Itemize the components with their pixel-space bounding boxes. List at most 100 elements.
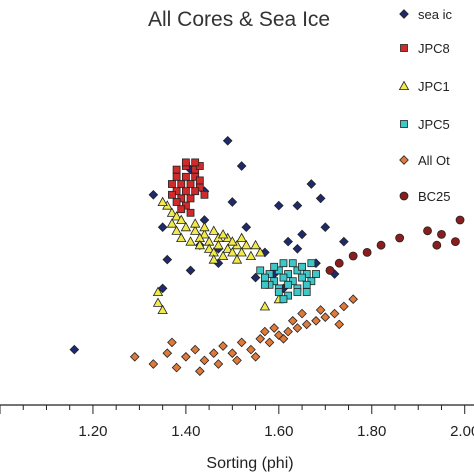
data-point bbox=[288, 259, 297, 268]
legend: sea ic JPC8 JPC1 JPC5 All Ot BC25 bbox=[398, 7, 452, 204]
data-point bbox=[250, 351, 261, 362]
data-point bbox=[199, 229, 210, 239]
data-point bbox=[279, 273, 288, 282]
data-point bbox=[432, 240, 442, 250]
data-point bbox=[129, 351, 140, 362]
data-point bbox=[279, 295, 288, 304]
legend-marker bbox=[399, 155, 409, 165]
data-point bbox=[246, 344, 256, 355]
data-point bbox=[339, 301, 349, 312]
data-point bbox=[195, 176, 204, 185]
legend-label: sea ic bbox=[418, 7, 452, 22]
data-point bbox=[162, 254, 173, 265]
data-point bbox=[297, 308, 307, 319]
x-tick-label: 1.60 bbox=[264, 423, 293, 440]
data-point bbox=[301, 319, 312, 330]
data-point bbox=[172, 165, 181, 174]
data-point bbox=[181, 158, 190, 167]
data-point bbox=[157, 196, 168, 207]
data-point bbox=[199, 355, 210, 366]
data-point bbox=[241, 222, 252, 233]
data-point bbox=[227, 247, 238, 257]
data-point bbox=[181, 187, 190, 196]
data-point bbox=[293, 288, 302, 296]
data-point bbox=[260, 326, 270, 337]
data-point bbox=[199, 221, 210, 232]
data-point bbox=[157, 222, 168, 233]
data-point bbox=[148, 189, 159, 200]
data-point bbox=[190, 344, 200, 355]
x-tick-label: 1.20 bbox=[78, 423, 107, 440]
chart-title: All Cores & Sea Ice bbox=[148, 8, 330, 31]
data-point bbox=[329, 308, 340, 319]
data-point bbox=[315, 193, 326, 204]
data-point bbox=[250, 239, 261, 250]
data-point bbox=[395, 233, 405, 243]
data-point bbox=[339, 236, 349, 247]
data-point bbox=[255, 247, 266, 257]
data-point bbox=[195, 366, 205, 377]
legend-marker bbox=[399, 191, 409, 201]
series-4 bbox=[129, 294, 358, 377]
data-point bbox=[274, 200, 284, 211]
data-point bbox=[186, 180, 195, 188]
data-point bbox=[260, 280, 269, 289]
data-point bbox=[191, 158, 200, 167]
data-point bbox=[227, 197, 238, 207]
data-point bbox=[176, 214, 187, 225]
data-point bbox=[166, 218, 178, 228]
data-point bbox=[292, 323, 303, 333]
legend-label: JPC8 bbox=[418, 41, 450, 56]
data-point bbox=[168, 180, 176, 188]
data-point bbox=[270, 262, 279, 271]
data-point bbox=[269, 323, 279, 333]
data-point bbox=[312, 270, 320, 278]
data-point bbox=[320, 222, 331, 233]
data-point bbox=[298, 262, 306, 271]
data-point bbox=[222, 243, 233, 253]
data-point bbox=[302, 280, 311, 289]
data-point bbox=[259, 301, 271, 311]
x-axis: 1.20 1.40 1.60 1.80 2.00 bbox=[0, 404, 474, 440]
legend-marker bbox=[400, 44, 408, 52]
x-tick-label: 1.80 bbox=[357, 423, 386, 440]
data-point bbox=[279, 259, 288, 268]
data-point bbox=[176, 232, 187, 243]
data-point bbox=[217, 250, 229, 261]
data-point bbox=[292, 200, 303, 211]
data-point bbox=[236, 232, 247, 243]
data-point bbox=[177, 180, 186, 188]
data-point bbox=[231, 254, 243, 264]
data-point bbox=[311, 315, 321, 326]
data-point bbox=[189, 218, 201, 228]
data-point bbox=[177, 205, 186, 214]
data-point bbox=[287, 315, 298, 326]
data-point bbox=[171, 362, 182, 373]
data-point bbox=[157, 283, 168, 294]
data-point bbox=[278, 333, 289, 344]
data-point bbox=[171, 211, 182, 221]
data-point bbox=[191, 187, 200, 196]
data-point bbox=[167, 337, 177, 348]
data-point bbox=[185, 236, 196, 246]
data-point bbox=[227, 236, 238, 246]
data-point bbox=[152, 286, 164, 297]
data-point bbox=[334, 258, 344, 268]
data-point bbox=[292, 243, 303, 254]
data-point bbox=[171, 225, 182, 235]
data-point bbox=[208, 348, 219, 359]
data-point bbox=[172, 172, 181, 181]
series-1 bbox=[168, 158, 209, 217]
data-point bbox=[194, 239, 206, 250]
series-5 bbox=[325, 215, 465, 275]
data-point bbox=[376, 240, 386, 250]
data-point bbox=[217, 229, 229, 239]
data-point bbox=[157, 304, 168, 315]
data-point bbox=[152, 297, 164, 307]
data-point bbox=[181, 172, 190, 181]
legend-marker bbox=[399, 9, 409, 19]
data-point bbox=[298, 273, 306, 282]
data-point bbox=[325, 265, 335, 275]
x-axis-title: Sorting (phi) bbox=[206, 455, 293, 472]
